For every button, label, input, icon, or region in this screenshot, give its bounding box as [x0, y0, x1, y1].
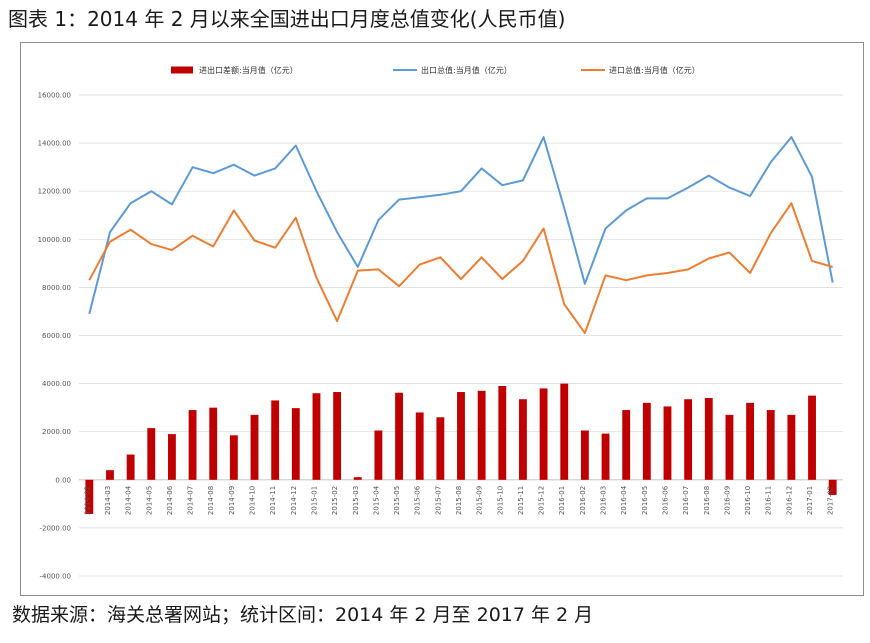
x-tick-label: 2015-08 [455, 486, 463, 515]
y-tick-label: -4000.00 [40, 573, 71, 581]
x-tick-label: 2014-06 [166, 485, 174, 515]
balance-bar [147, 428, 156, 480]
chart-svg: -4000.00 -2000.00 0.00 2000.00 4000.00 6000.0… [38, 65, 843, 581]
y-tick-label: 12000.00 [38, 188, 71, 196]
balance-bar [519, 399, 527, 480]
x-tick-label: 2015-09 [476, 486, 484, 515]
x-tick-label: 2015-04 [372, 485, 380, 515]
x-tick-label: 2015-01 [310, 486, 318, 515]
y-tick-label: -2000.00 [40, 524, 71, 532]
x-tick-label: 2016-10 [744, 486, 752, 515]
balance-bar [622, 410, 631, 480]
balance-bar [167, 434, 176, 480]
x-tick-label: 2014-10 [249, 486, 257, 515]
x-tick-label: 2015-02 [331, 486, 339, 515]
balance-bar [539, 388, 548, 480]
y-tick-label: 14000.00 [38, 140, 71, 148]
x-tick-label: 2015-03 [352, 486, 360, 515]
balance-bar [85, 479, 94, 514]
balance-bar [746, 402, 755, 480]
x-tick-label: 2016-12 [785, 486, 793, 515]
x-tick-label: 2017-02 [827, 486, 835, 515]
x-tick-label: 2014-12 [290, 486, 298, 515]
balance-bar [106, 470, 114, 480]
balance-bar [312, 393, 321, 480]
balance-bar [291, 408, 300, 480]
balance-bar [209, 407, 218, 480]
balance-bar [415, 412, 424, 480]
balance-bar [601, 433, 610, 480]
balance-bar [271, 400, 280, 480]
balance-bar [477, 390, 486, 480]
balance-bar [188, 410, 197, 480]
figure-source: 数据来源：海关总署网站；统计区间：2014 年 2 月至 2017 年 2 月 [12, 604, 594, 626]
x-tick-label: 2016-01 [558, 486, 566, 515]
x-tick-label: 2016-09 [723, 486, 731, 515]
balance-bar [725, 414, 734, 480]
balance-bar [580, 430, 589, 480]
legend-swatch-balance [171, 66, 193, 74]
x-tick-label: 2015-07 [434, 486, 442, 515]
y-tick-label: 6000.00 [42, 332, 71, 340]
x-tick-label: 2014-09 [228, 486, 236, 515]
balance-bar [395, 392, 403, 480]
balance-bar [642, 402, 651, 480]
y-tick-label: 4000.00 [42, 380, 71, 388]
legend-label: 出口总值:当月值（亿元） [421, 65, 512, 75]
x-tick-label: 2014-08 [207, 486, 215, 515]
x-tick-label: 2014-11 [269, 486, 277, 515]
legend-label: 进口总值:当月值（亿元） [609, 65, 700, 75]
imports-line [88, 202, 833, 335]
x-tick-label: 2014-04 [125, 485, 133, 515]
exports-line [88, 136, 834, 315]
balance-bar [560, 383, 569, 480]
balance-bar [828, 479, 837, 495]
balance-bar [250, 414, 259, 480]
balance-bar [663, 406, 672, 480]
y-tick-label: 0.00 [55, 476, 71, 484]
y-tick-label: 10000.00 [38, 236, 71, 244]
x-tick-label: 2014-03 [104, 486, 112, 515]
figure-title: 图表 1：2014 年 2 月以来全国进出口月度总值变化(人民币值) [8, 7, 566, 31]
x-tick-label: 2016-03 [600, 486, 608, 515]
x-tick-label: 2014-05 [145, 486, 153, 515]
x-tick-label: 2017-01 [806, 486, 814, 515]
balance-bar [126, 454, 135, 480]
balance-bar [766, 410, 775, 480]
x-tick-label: 2016-05 [641, 486, 649, 515]
x-tick-label: 2015-05 [393, 486, 401, 515]
chart-frame: -4000.00 -2000.00 0.00 2000.00 4000.00 6000.0… [20, 42, 864, 596]
x-tick-label: 2015-06 [414, 485, 422, 515]
balance-bar [436, 417, 445, 480]
y-tick-label: 16000.00 [38, 92, 71, 100]
balance-bar [787, 414, 796, 480]
x-tick-label: 2016-06 [661, 485, 669, 515]
balance-bar [704, 398, 713, 480]
balance-bar [808, 395, 816, 480]
balance-bar [353, 477, 362, 480]
balance-bar [684, 399, 693, 480]
x-tick-label: 2016-11 [765, 486, 773, 515]
x-tick-label: 2014-07 [187, 486, 195, 515]
x-tick-label: 2015-11 [517, 486, 525, 515]
x-tick-label: 2014-02 [83, 486, 91, 515]
x-tick-label: 2016-04 [620, 485, 628, 515]
y-tick-label: 8000.00 [42, 284, 71, 292]
x-tick-label: 2015-10 [496, 486, 504, 515]
balance-bar [229, 435, 238, 480]
x-tick-label: 2016-02 [579, 486, 587, 515]
legend-label: 进出口差额:当月值（亿元） [199, 65, 298, 75]
x-tick-label: 2016-08 [703, 486, 711, 515]
balance-bar [333, 392, 342, 480]
x-tick-label: 2016-07 [682, 486, 690, 515]
balance-bar [457, 392, 465, 480]
y-tick-label: 2000.00 [42, 428, 71, 436]
x-tick-label: 2015-12 [538, 486, 546, 515]
balance-bar [498, 386, 507, 480]
balance-bar [374, 430, 383, 480]
